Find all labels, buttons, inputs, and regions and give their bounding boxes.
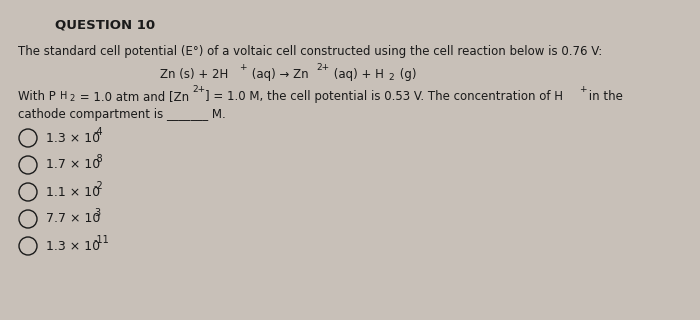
Text: 3: 3	[94, 208, 100, 218]
Text: -2: -2	[94, 181, 104, 191]
Text: in the: in the	[585, 90, 623, 103]
Text: 1.3 × 10: 1.3 × 10	[46, 132, 100, 145]
Text: -8: -8	[94, 154, 104, 164]
Text: 1.3 × 10: 1.3 × 10	[46, 239, 100, 252]
Text: 2+: 2+	[192, 85, 205, 94]
Text: cathode compartment is _______ M.: cathode compartment is _______ M.	[18, 108, 225, 121]
Text: Zn (s) + 2H: Zn (s) + 2H	[160, 68, 228, 81]
Text: 1.1 × 10: 1.1 × 10	[46, 186, 100, 198]
Text: +: +	[239, 63, 246, 72]
Text: 2: 2	[388, 73, 393, 82]
Text: The standard cell potential (E°) of a voltaic cell constructed using the cell re: The standard cell potential (E°) of a vo…	[18, 45, 602, 58]
Text: 2: 2	[69, 94, 74, 103]
Text: +: +	[579, 85, 587, 94]
Text: With P: With P	[18, 90, 56, 103]
Text: 1.7 × 10: 1.7 × 10	[46, 158, 100, 172]
Text: 7.7 × 10: 7.7 × 10	[46, 212, 100, 226]
Text: (aq) → Zn: (aq) → Zn	[248, 68, 309, 81]
Text: (g): (g)	[396, 68, 416, 81]
Text: -4: -4	[94, 127, 104, 137]
Text: H: H	[60, 91, 67, 101]
Text: 2+: 2+	[316, 63, 329, 72]
Text: = 1.0 atm and [Zn: = 1.0 atm and [Zn	[76, 90, 189, 103]
Text: QUESTION 10: QUESTION 10	[55, 18, 155, 31]
Text: -11: -11	[94, 235, 110, 245]
Text: ] = 1.0 M, the cell potential is 0.53 V. The concentration of H: ] = 1.0 M, the cell potential is 0.53 V.…	[205, 90, 563, 103]
Text: (aq) + H: (aq) + H	[330, 68, 384, 81]
